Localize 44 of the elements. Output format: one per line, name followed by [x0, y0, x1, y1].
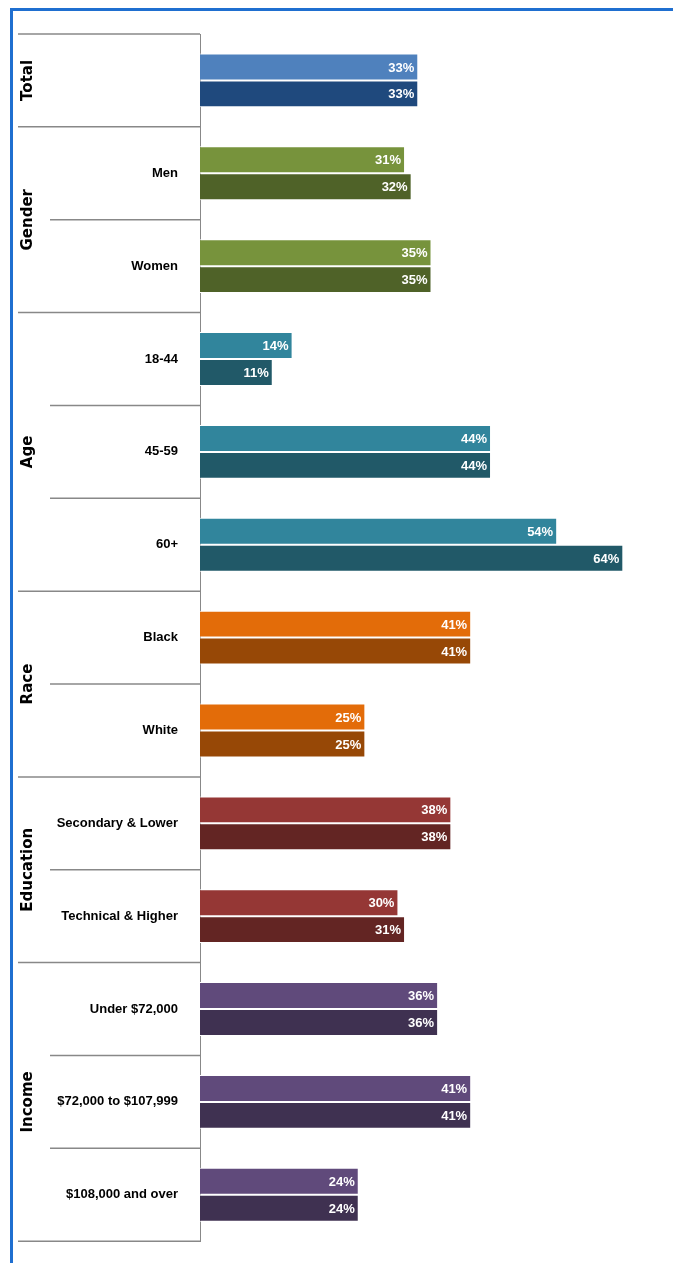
y-tick-label: White	[142, 722, 178, 738]
y-tick-label: Black	[143, 629, 179, 645]
text: Income	[17, 1071, 36, 1133]
data-label: 38%	[421, 829, 448, 845]
y-tick-label: Under $72,000	[89, 1000, 178, 1016]
data-label: 36%	[408, 1015, 435, 1031]
data-label: 11%	[243, 365, 270, 381]
data-label: 32%	[381, 179, 409, 195]
text: Gender	[17, 188, 36, 251]
data-label: 31%	[375, 152, 402, 168]
y-tick-label: Men	[152, 164, 179, 180]
data-label: 25%	[335, 709, 362, 725]
data-label: 41%	[441, 616, 468, 632]
data-label: 44%	[461, 457, 488, 473]
data-label: 33%	[388, 59, 415, 75]
y-tick-label: $108,000 and over	[65, 1186, 178, 1202]
data-label: 64%	[593, 550, 620, 566]
text: Total	[17, 59, 36, 101]
y-tick-label: Technical & Higher	[61, 907, 178, 923]
data-label: 36%	[408, 988, 435, 1004]
text: Race	[17, 663, 36, 705]
y-tick-label: 60+	[155, 536, 179, 552]
data-label: 25%	[335, 736, 362, 752]
data-label: 24%	[328, 1200, 356, 1216]
data-label: 54%	[527, 523, 554, 539]
y-tick-label: 45-59	[144, 443, 178, 459]
data-label: 44%	[461, 430, 488, 446]
data-label: 38%	[421, 802, 448, 818]
data-label: 35%	[401, 272, 428, 288]
data-label: 41%	[441, 1081, 468, 1097]
data-label: 24%	[328, 1173, 356, 1189]
y-tick-label: Women	[131, 257, 179, 273]
data-label: 30%	[368, 895, 395, 911]
data-label: 33%	[388, 86, 415, 102]
data-label: 41%	[441, 1107, 468, 1123]
y-tick-label: $72,000 to $107,999	[57, 1093, 178, 1109]
data-label: 31%	[375, 922, 402, 938]
data-label: 14%	[262, 338, 290, 354]
text: Age	[17, 435, 36, 469]
y-tick-label: Secondary & Lower	[56, 814, 178, 830]
data-label: 35%	[401, 245, 428, 261]
text: Education	[17, 827, 36, 912]
y-tick-label: 18-44	[144, 350, 179, 366]
data-label: 41%	[441, 643, 468, 659]
